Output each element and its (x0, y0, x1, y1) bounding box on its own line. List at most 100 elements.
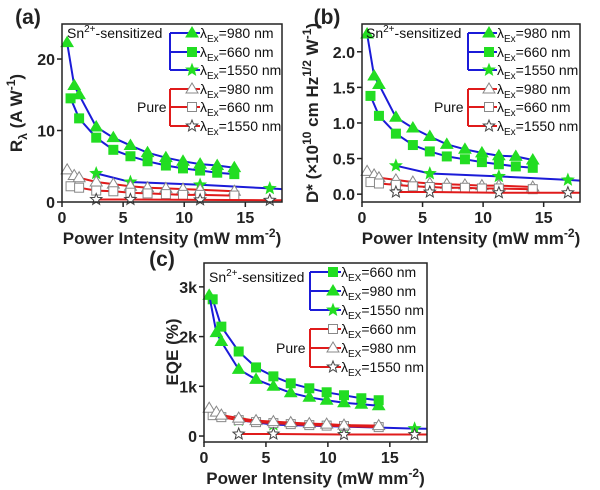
data-point (202, 401, 217, 413)
text-part: EX (348, 368, 362, 379)
y-tick-label: 2k (179, 330, 197, 347)
legend-label: λEx=660 nm (200, 99, 274, 119)
text-part: λ (497, 99, 504, 115)
text-part: EX (348, 311, 362, 322)
y-tick-label: 0 (188, 429, 197, 446)
data-point (405, 120, 420, 133)
data-point (262, 192, 277, 207)
text-part: λ (200, 99, 207, 115)
text-part: =660 nm (219, 99, 274, 115)
y-axis-title: EQE (%) (163, 318, 182, 385)
legend-item: λEX=660 nm (310, 264, 416, 284)
text-part: ) (303, 23, 322, 29)
legend-label: λEx=1550 nm (200, 62, 281, 82)
data-point (422, 184, 437, 199)
data-point (91, 132, 102, 143)
text-part: Ex (207, 90, 219, 101)
x-tick-label: 15 (381, 450, 399, 467)
data-point (283, 415, 298, 428)
data-point (229, 169, 240, 180)
text-part: λ (200, 44, 207, 60)
text-part: 2+ (84, 24, 96, 35)
data-point (67, 78, 82, 90)
text-part: =980 nm (516, 25, 571, 41)
text-part: Power Intensity (mW mm (206, 469, 408, 488)
panel-label: (c) (149, 248, 175, 271)
legend-marker-square-icon (484, 102, 494, 112)
legend-item: λEx=980 nm (468, 81, 571, 101)
text-part: λ (341, 321, 348, 337)
data-point (365, 177, 376, 188)
text-part: Ex (207, 127, 219, 138)
text-part: Ex (504, 127, 516, 138)
text-part: -2 (564, 226, 575, 240)
legend-group-title-sn: Sn2+-sensitized (366, 24, 461, 41)
y-tick-label: 20 (37, 52, 55, 69)
x-tick-label: 15 (236, 210, 254, 227)
legend-marker-triangle-icon (326, 284, 340, 296)
data-point (302, 416, 317, 429)
text-part: λ (497, 118, 504, 134)
legend-marker-triangle-icon (326, 341, 340, 353)
legend-item: λEx=660 nm (468, 44, 571, 64)
data-point (319, 393, 334, 405)
legend-label: λEx=1550 nm (497, 62, 578, 82)
data-point (266, 414, 281, 427)
text-part: ) (7, 74, 26, 80)
x-axis-title: Power Intensity (mW mm-2) (63, 226, 281, 248)
data-point (510, 161, 521, 172)
text-part: Ex (504, 108, 516, 119)
legend-marker-square-icon (328, 267, 338, 277)
data-point (441, 182, 452, 193)
series-pure-1550nm (388, 184, 580, 199)
x-tick-label: 10 (319, 450, 337, 467)
data-point (367, 69, 381, 81)
text-part: 2+ (383, 24, 395, 35)
data-point (407, 181, 418, 192)
legend-label: λEX=980 nm (341, 283, 416, 303)
x-tick-label: 0 (358, 210, 367, 227)
legend-marker-star-icon (482, 118, 496, 133)
data-point (249, 372, 263, 384)
legend-item: λEX=1550 nm (310, 302, 424, 322)
plot-frame (203, 262, 428, 443)
legend-marker-star-icon (326, 302, 340, 317)
legend-item: λEx=1550 nm (170, 118, 281, 138)
data-point (337, 427, 351, 441)
text-part: =660 nm (516, 99, 571, 115)
data-point (458, 142, 472, 154)
text-part: λ (497, 81, 504, 97)
legend-label: λEX=1550 nm (341, 359, 424, 379)
text-part: =1550 nm (219, 118, 282, 134)
data-point (319, 417, 334, 429)
data-point (365, 90, 376, 101)
x-tick-label: 0 (200, 450, 209, 467)
text-part: EX (348, 273, 362, 284)
text-part: cm Hz (303, 77, 322, 132)
data-point (422, 166, 437, 180)
data-point (491, 185, 506, 199)
y-axis-title: D* (×1010 cm Hz1/2 W-1) (300, 23, 322, 203)
x-tick-label: 0 (58, 210, 67, 227)
series-line (238, 433, 427, 436)
series-sn-980nm (60, 35, 242, 173)
text-part: λ (341, 283, 348, 299)
x-tick-label: 15 (535, 210, 553, 227)
series-line (370, 181, 533, 191)
data-point (388, 184, 403, 199)
data-point (142, 156, 153, 167)
series-sn-660nm (65, 93, 240, 180)
text-part: ) (575, 229, 581, 248)
text-part: Ex (504, 53, 516, 64)
legend-marker-square-icon (187, 102, 197, 112)
text-part: (A W (7, 89, 26, 133)
y-tick-label: 3k (179, 280, 197, 297)
legend-marker-triangle-icon (185, 82, 199, 94)
legend-item: λEX=660 nm (310, 321, 416, 341)
data-point (249, 413, 263, 426)
text-part: EX (348, 349, 362, 360)
data-point (108, 186, 119, 197)
panel-label: (b) (314, 6, 341, 29)
